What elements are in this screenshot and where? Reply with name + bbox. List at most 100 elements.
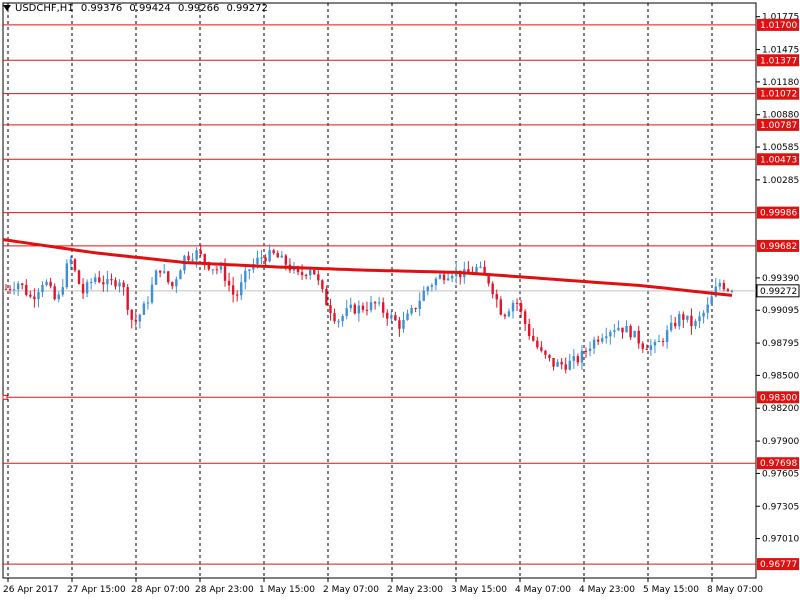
- candle-body: [158, 270, 162, 273]
- candle-body: [422, 290, 425, 301]
- moving-average: [2, 238, 733, 297]
- candle-body: [596, 339, 600, 342]
- candle-body: [560, 361, 563, 365]
- y-tick-label: 1.01775: [762, 13, 799, 23]
- candle-body: [25, 285, 28, 295]
- y-tick-label: 0.97605: [762, 469, 799, 479]
- candle-body: [617, 327, 620, 331]
- candle-body: [475, 267, 478, 273]
- candle-body: [244, 270, 247, 283]
- level-label-bg: [757, 558, 799, 571]
- candle-body: [483, 266, 486, 275]
- candle-body: [682, 314, 685, 320]
- candle-body: [126, 287, 129, 310]
- candle-body: [45, 281, 48, 286]
- candle-body: [649, 345, 653, 350]
- x-tick-label: 28 Apr 07:00: [131, 585, 190, 595]
- x-tick-label: 2 May 23:00: [387, 585, 443, 595]
- level-label-bg: [757, 118, 799, 131]
- candle-body: [552, 358, 555, 367]
- candle-body: [333, 313, 336, 322]
- level-label: 0.99682: [760, 242, 797, 252]
- candle-body: [690, 315, 693, 327]
- candle-body: [235, 294, 239, 296]
- candle-body: [308, 269, 312, 276]
- ma-line: [2, 238, 733, 297]
- candle-body: [718, 283, 722, 287]
- candle-body: [487, 274, 490, 284]
- candle-body: [284, 255, 288, 265]
- candle-body: [410, 307, 413, 314]
- chart-header: USDCHF,H1 0.99376 0.99424 0.99266 0.9927…: [3, 3, 272, 14]
- candle-body: [661, 340, 665, 342]
- candle-body: [81, 284, 85, 294]
- candle-body: [280, 255, 283, 258]
- time-axis: 26 Apr 2017 27 Apr 15:00 28 Apr 07:00 28 Ap…: [3, 578, 763, 595]
- candle-body: [85, 282, 89, 294]
- candle-body: [633, 330, 636, 338]
- candle-body: [215, 269, 219, 271]
- candle-body: [231, 285, 235, 295]
- y-tick-label: 0.97900: [762, 437, 799, 447]
- candle-body: [276, 253, 279, 258]
- level-label-bg: [757, 206, 799, 219]
- horizontal-levels: [2, 24, 756, 565]
- price-axis: 1.01775 1.01475 1.01180 1.00880 1.00585 1.002…: [756, 13, 800, 571]
- level-label-bg: [757, 239, 799, 252]
- dropdown-triangle-icon[interactable]: [3, 5, 11, 11]
- candle-body: [450, 275, 454, 279]
- level-label: 1.01377: [760, 56, 797, 66]
- candle-body: [426, 286, 430, 291]
- candle-body: [240, 282, 243, 296]
- candle-body: [21, 283, 24, 286]
- level-label: 0.98300: [760, 393, 797, 403]
- y-tick-label: 0.99095: [762, 306, 799, 316]
- candle-body: [260, 257, 263, 259]
- candle-body: [150, 284, 154, 303]
- candle-body: [134, 319, 137, 322]
- y-tick-label: 0.97305: [762, 502, 799, 512]
- candle-body: [325, 289, 328, 306]
- candle-body: [191, 259, 194, 261]
- candle-body: [414, 307, 417, 309]
- candle-body: [580, 350, 584, 363]
- candle-body: [175, 279, 178, 287]
- candle-body: [678, 314, 681, 327]
- candle-body: [154, 270, 158, 285]
- candle-body: [345, 308, 348, 316]
- candle-body: [576, 356, 580, 363]
- candle-body: [698, 316, 701, 322]
- y-tick-label: 0.98500: [762, 371, 799, 381]
- level-label-bg: [757, 18, 799, 31]
- candle-body: [300, 272, 304, 276]
- candle-body: [442, 274, 446, 281]
- candle-body: [536, 340, 539, 348]
- candle-body: [49, 281, 52, 287]
- x-tick-label: 5 May 15:00: [643, 585, 699, 595]
- candle-body: [167, 271, 170, 283]
- candle-body: [544, 350, 547, 355]
- y-tick-label: 0.98200: [762, 404, 799, 414]
- candle-body: [702, 312, 705, 317]
- candle-body: [142, 303, 146, 315]
- current-price-label: 0.99272: [760, 287, 797, 297]
- candle-body: [499, 299, 503, 315]
- candle-body: [110, 279, 113, 281]
- candle-body: [77, 270, 81, 285]
- level-label: 0.99986: [760, 209, 797, 219]
- candle-body: [357, 305, 361, 314]
- candle-body: [629, 326, 632, 338]
- x-tick-label: 3 May 15:00: [451, 585, 507, 595]
- candle-body: [402, 319, 405, 329]
- candle-body: [122, 282, 125, 288]
- low-value: 0.99266: [177, 3, 220, 14]
- candle-body: [503, 314, 507, 317]
- symbol-label: USDCHF,H1: [15, 3, 74, 14]
- level-marker: [2, 394, 8, 400]
- level-label-bg: [757, 87, 799, 100]
- y-tick-label: 0.99390: [762, 274, 799, 284]
- candle-body: [669, 322, 673, 331]
- candle-body: [369, 302, 373, 311]
- candle-body: [41, 285, 44, 293]
